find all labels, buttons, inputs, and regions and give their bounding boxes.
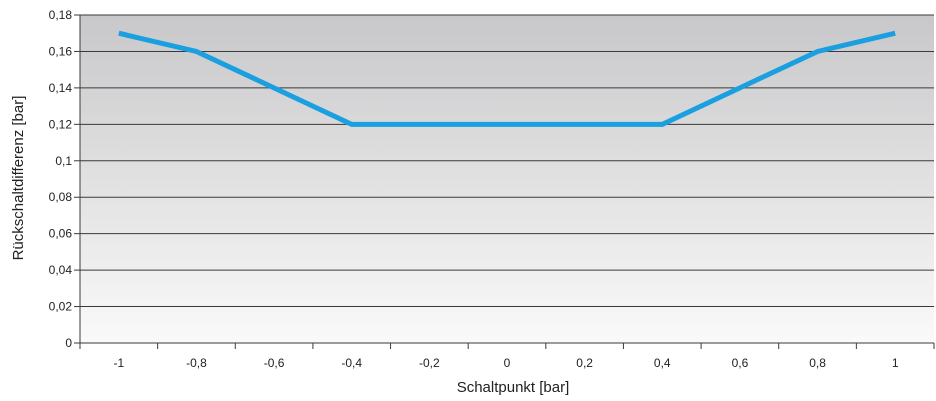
x-tick-label: 0,2: [576, 356, 593, 370]
series-layer: [118, 30, 896, 127]
x-tick-label: -0,8: [186, 356, 207, 370]
y-tick-label: 0,18: [49, 8, 73, 22]
y-tick-labels: 0 0,02 0,04 0,06 0,08 0,1 0,12 0,14 0,16 0,18: [49, 8, 73, 350]
y-axis-title: Rückschaltdifferenz [bar]: [10, 96, 27, 261]
x-tick-label: -0,2: [419, 356, 440, 370]
x-tick-label: -1: [113, 356, 124, 370]
y-tick-label: 0,08: [49, 190, 73, 204]
axes: [74, 14, 935, 349]
y-tick-label: 0,02: [49, 300, 73, 314]
x-tick-label: -0,6: [264, 356, 285, 370]
y-tick-label: 0,16: [49, 44, 73, 58]
x-tick-label: 0,8: [809, 356, 826, 370]
y-tick-label: 0,14: [49, 81, 73, 95]
x-tick-label: -0,4: [341, 356, 362, 370]
x-tick-labels: -1 -0,8 -0,6 -0,4 -0,2 0 0,2 0,4 0,6 0,8 1: [113, 356, 898, 370]
x-tick-label: 0,6: [732, 356, 749, 370]
y-tick-label: 0,1: [55, 154, 72, 168]
x-tick-label: 0,4: [654, 356, 671, 370]
y-tick-label: 0,06: [49, 227, 73, 241]
series-line: [118, 30, 896, 127]
x-axis-title: Schaltpunkt [bar]: [457, 379, 570, 396]
y-tick-label: 0: [65, 336, 72, 350]
x-tick-label: 0: [504, 356, 511, 370]
y-tick-label: 0,12: [49, 117, 73, 131]
plot-area: [80, 15, 934, 343]
x-tick-label: 1: [892, 356, 899, 370]
y-tick-label: 0,04: [49, 263, 73, 277]
